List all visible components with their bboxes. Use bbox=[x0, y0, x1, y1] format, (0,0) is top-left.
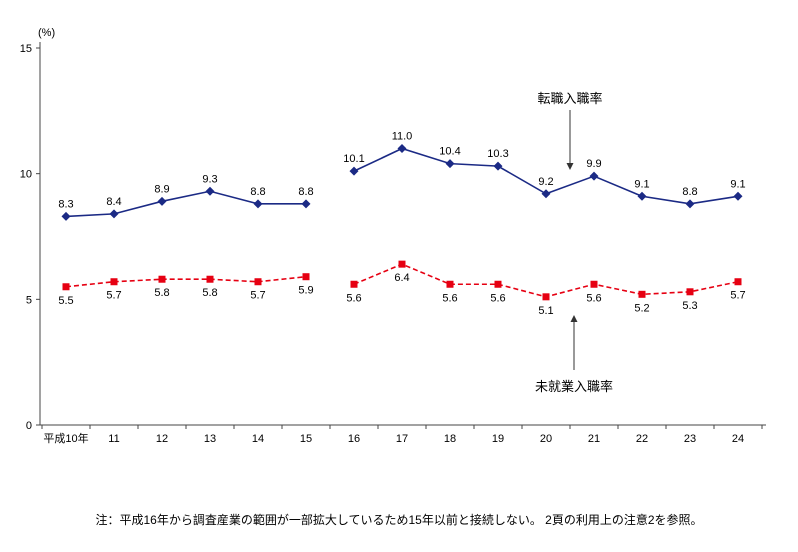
x-tick-label: 13 bbox=[204, 433, 216, 445]
series-marker-diamond bbox=[685, 199, 695, 209]
footnote: 注：平成16年から調査産業の範囲が一部拡大しているため15年以前と接続しない。 … bbox=[95, 513, 703, 527]
data-label: 5.8 bbox=[154, 287, 169, 299]
series-marker-square bbox=[302, 273, 310, 281]
data-label: 5.7 bbox=[250, 290, 265, 302]
series-marker-diamond bbox=[637, 191, 647, 201]
x-tick-label: 15 bbox=[300, 433, 312, 445]
x-tick-label: 平成10年 bbox=[43, 431, 88, 445]
annotation-arrow-head bbox=[566, 163, 574, 170]
y-tick-label: 10 bbox=[20, 169, 32, 181]
data-label: 5.7 bbox=[730, 290, 745, 302]
y-tick-label: 0 bbox=[26, 420, 32, 432]
series-marker-square bbox=[542, 293, 550, 301]
series-marker-square bbox=[638, 290, 646, 298]
data-label: 5.2 bbox=[634, 302, 649, 314]
series-marker-square bbox=[206, 275, 214, 283]
x-tick-label: 17 bbox=[396, 433, 408, 445]
data-label: 8.8 bbox=[298, 186, 313, 198]
x-tick-label: 11 bbox=[108, 433, 119, 445]
data-label: 10.1 bbox=[343, 153, 364, 165]
data-label: 5.8 bbox=[202, 287, 217, 299]
x-tick-label: 21 bbox=[588, 433, 600, 445]
data-label: 8.8 bbox=[682, 186, 697, 198]
series-marker-square bbox=[734, 278, 742, 286]
x-tick-label: 19 bbox=[492, 433, 504, 445]
series-marker-square bbox=[158, 275, 166, 283]
data-label: 5.6 bbox=[442, 292, 457, 304]
data-label: 8.4 bbox=[106, 196, 121, 208]
data-label: 10.4 bbox=[439, 146, 460, 158]
series-line bbox=[353, 263, 739, 298]
x-tick-label: 24 bbox=[732, 433, 744, 445]
series-line bbox=[65, 190, 306, 218]
data-label: 9.1 bbox=[634, 178, 649, 190]
x-tick-label: 23 bbox=[684, 433, 696, 445]
annotation-newly-employed-entry-rate: 未就業入職率 bbox=[534, 379, 613, 394]
series-marker-diamond bbox=[397, 144, 407, 154]
series-marker-square bbox=[62, 283, 70, 291]
data-label: 5.5 bbox=[58, 295, 73, 307]
data-label: 8.9 bbox=[154, 183, 169, 195]
series-marker-diamond bbox=[157, 196, 167, 206]
data-label: 10.3 bbox=[487, 148, 508, 160]
series-marker-diamond bbox=[733, 191, 743, 201]
x-tick-label: 14 bbox=[252, 433, 264, 445]
data-label: 5.3 bbox=[682, 300, 697, 312]
data-label: 5.7 bbox=[106, 290, 121, 302]
x-tick-label: 22 bbox=[636, 433, 648, 445]
data-label: 9.1 bbox=[730, 178, 745, 190]
series-marker-diamond bbox=[61, 211, 71, 221]
line-chart-canvas: 0 5 10 15 (%) 平成10年 11 12 13 14 15 16 17 18 19 20 21 22 23… bbox=[20, 27, 766, 445]
data-label: 5.1 bbox=[538, 305, 553, 317]
y-tick-label: 15 bbox=[20, 43, 32, 55]
y-tick-label: 5 bbox=[26, 294, 32, 306]
data-label: 9.9 bbox=[586, 158, 601, 170]
data-label: 9.3 bbox=[202, 173, 217, 185]
x-tick-label: 20 bbox=[540, 433, 552, 445]
series-marker-square bbox=[110, 278, 118, 286]
series-marker-diamond bbox=[109, 209, 119, 219]
series-marker-square bbox=[494, 280, 502, 288]
series-marker-square bbox=[398, 260, 406, 268]
x-tick-label: 18 bbox=[444, 433, 456, 445]
data-label: 11.0 bbox=[392, 131, 413, 143]
series-marker-square bbox=[590, 280, 598, 288]
series-marker-diamond bbox=[205, 186, 215, 196]
data-label: 5.6 bbox=[346, 292, 361, 304]
series-marker-diamond bbox=[541, 189, 551, 199]
series-marker-diamond bbox=[445, 159, 455, 169]
series-marker-diamond bbox=[493, 161, 503, 171]
series-marker-diamond bbox=[253, 199, 263, 209]
series-marker-diamond bbox=[589, 171, 599, 181]
series-marker-square bbox=[686, 288, 694, 296]
data-label: 9.2 bbox=[538, 176, 553, 188]
x-tick-label: 16 bbox=[348, 433, 360, 445]
annotation-job-change-entry-rate: 転職入職率 bbox=[537, 91, 603, 106]
y-axis-unit-label: (%) bbox=[38, 27, 55, 39]
series-line bbox=[65, 275, 307, 288]
series-marker-diamond bbox=[301, 199, 311, 209]
data-label: 8.8 bbox=[250, 186, 265, 198]
series-marker-square bbox=[350, 280, 358, 288]
annotation-arrow-head bbox=[570, 315, 578, 322]
series-marker-square bbox=[254, 278, 262, 286]
x-tick-label: 12 bbox=[156, 433, 168, 445]
data-label: 8.3 bbox=[58, 198, 73, 210]
series-marker-square bbox=[446, 280, 454, 288]
series-marker-diamond bbox=[349, 166, 359, 176]
data-label: 5.6 bbox=[586, 292, 601, 304]
data-label: 5.9 bbox=[298, 285, 313, 297]
data-label: 6.4 bbox=[394, 272, 409, 284]
data-label: 5.6 bbox=[490, 292, 505, 304]
